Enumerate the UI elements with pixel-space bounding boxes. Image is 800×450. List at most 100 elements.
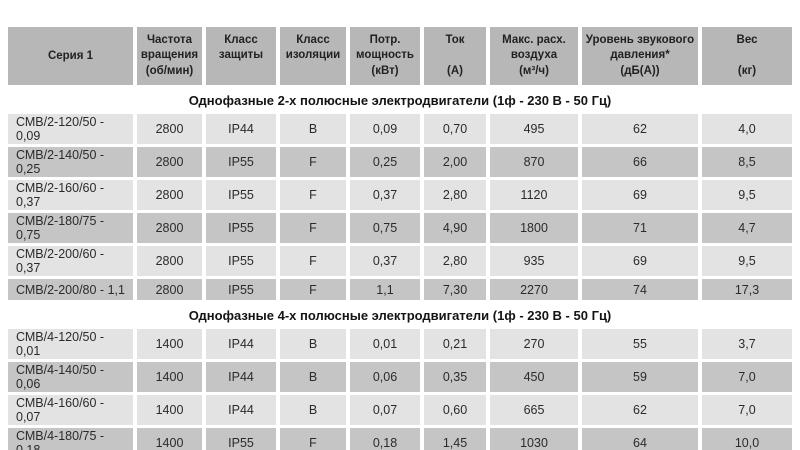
value-cell: 0,07	[350, 395, 420, 425]
column-unit: (А)	[447, 65, 463, 78]
value-cell: 62	[582, 395, 698, 425]
value-cell: 8,5	[702, 147, 792, 177]
table-row: СМВ/4-140/50 - 0,06 1400 IP44 B 0,06 0,35 450 5…	[8, 362, 792, 392]
value-cell: 69	[582, 180, 698, 210]
value-cell: 0,25	[350, 147, 420, 177]
value-cell: 1400	[137, 329, 202, 359]
value-cell: 17,3	[702, 279, 792, 300]
table-row: СМВ/2-140/50 - 0,25 2800 IP55 F 0,25 2,00 870 6…	[8, 147, 792, 177]
value-cell: F	[280, 246, 346, 276]
column-label: Потр. мощность	[356, 34, 414, 61]
table-row: СМВ/4-120/50 - 0,01 1400 IP44 B 0,01 0,21 270 5…	[8, 329, 792, 359]
model-cell: СМВ/4-180/75 - 0,18	[8, 428, 133, 450]
model-cell: СМВ/4-120/50 - 0,01	[8, 329, 133, 359]
value-cell: 4,7	[702, 213, 792, 243]
value-cell: 0,35	[424, 362, 486, 392]
value-cell: 1030	[490, 428, 578, 450]
value-cell: 0,37	[350, 180, 420, 210]
value-cell: 2800	[137, 246, 202, 276]
value-cell: 59	[582, 362, 698, 392]
value-cell: F	[280, 213, 346, 243]
value-cell: 10,0	[702, 428, 792, 450]
value-cell: 3,7	[702, 329, 792, 359]
value-cell: IP55	[206, 213, 276, 243]
value-cell: B	[280, 114, 346, 144]
value-cell: 450	[490, 362, 578, 392]
value-cell: 935	[490, 246, 578, 276]
value-cell: 2800	[137, 180, 202, 210]
value-cell: B	[280, 362, 346, 392]
table-row: СМВ/2-200/80 - 1,1 2800 IP55 F 1,1 7,30 2270 74…	[8, 279, 792, 300]
column-unit: (кВт)	[371, 65, 399, 78]
column-header: Уровень звукового давления* (дБ(А))	[582, 27, 698, 85]
model-cell: СМВ/4-160/60 - 0,07	[8, 395, 133, 425]
model-cell: СМВ/2-200/60 - 0,37	[8, 246, 133, 276]
value-cell: F	[280, 147, 346, 177]
table-row: СМВ/4-160/60 - 0,07 1400 IP44 B 0,07 0,60 665 6…	[8, 395, 792, 425]
value-cell: 1400	[137, 428, 202, 450]
value-cell: IP44	[206, 114, 276, 144]
value-cell: 74	[582, 279, 698, 300]
value-cell: F	[280, 428, 346, 450]
section-title-row: Однофазные 4-х полюсные электродвигатели…	[8, 303, 792, 326]
section-title: Однофазные 4-х полюсные электродвигатели…	[8, 303, 792, 326]
column-header: Класс изоляции	[280, 27, 346, 85]
value-cell: 7,0	[702, 362, 792, 392]
motor-spec-table: Серия 1 Частота вращения (об/мин) Класс защ…	[4, 24, 796, 450]
model-cell: СМВ/2-160/60 - 0,37	[8, 180, 133, 210]
value-cell: 2,80	[424, 180, 486, 210]
table-row: СМВ/2-120/50 - 0,09 2800 IP44 B 0,09 0,70 495 6…	[8, 114, 792, 144]
column-label: Серия 1	[47, 49, 94, 62]
value-cell: B	[280, 329, 346, 359]
value-cell: 0,09	[350, 114, 420, 144]
value-cell: 0,60	[424, 395, 486, 425]
column-header: Вес (кг)	[702, 27, 792, 85]
value-cell: IP55	[206, 279, 276, 300]
value-cell: 1120	[490, 180, 578, 210]
table-row: СМВ/4-180/75 - 0,18 1400 IP55 F 0,18 1,45 1030…	[8, 428, 792, 450]
table-header: Серия 1 Частота вращения (об/мин) Класс защ…	[8, 27, 792, 85]
value-cell: IP55	[206, 246, 276, 276]
value-cell: 2,80	[424, 246, 486, 276]
column-unit: (кг)	[737, 65, 757, 78]
value-cell: 870	[490, 147, 578, 177]
model-cell: СМВ/2-180/75 - 0,75	[8, 213, 133, 243]
value-cell: 1400	[137, 395, 202, 425]
motor-spec-page: Серия 1 Частота вращения (об/мин) Класс защ…	[0, 24, 800, 450]
value-cell: 9,5	[702, 180, 792, 210]
value-cell: 55	[582, 329, 698, 359]
value-cell: 2,00	[424, 147, 486, 177]
value-cell: 1800	[490, 213, 578, 243]
column-header: Макс. расх. воздуха (м³/ч)	[490, 27, 578, 85]
value-cell: 1400	[137, 362, 202, 392]
table-section: Однофазные 4-х полюсные электродвигатели…	[8, 303, 792, 450]
value-cell: 7,30	[424, 279, 486, 300]
value-cell: F	[280, 180, 346, 210]
table-row: СМВ/2-160/60 - 0,37 2800 IP55 F 0,37 2,80 1120…	[8, 180, 792, 210]
column-unit: (м³/ч)	[519, 65, 549, 78]
value-cell: 64	[582, 428, 698, 450]
value-cell: 0,06	[350, 362, 420, 392]
value-cell: 4,90	[424, 213, 486, 243]
value-cell: 0,18	[350, 428, 420, 450]
value-cell: 0,75	[350, 213, 420, 243]
section-title-row: Однофазные 2-х полюсные электродвигатели…	[8, 88, 792, 111]
value-cell: 2270	[490, 279, 578, 300]
column-label: Макс. расх. воздуха	[502, 34, 566, 61]
value-cell: IP44	[206, 329, 276, 359]
value-cell: 270	[490, 329, 578, 359]
value-cell: 4,0	[702, 114, 792, 144]
value-cell: 0,37	[350, 246, 420, 276]
column-label: Класс изоляции	[285, 34, 341, 61]
column-header: Класс защиты	[206, 27, 276, 85]
value-cell: 7,0	[702, 395, 792, 425]
model-cell: СМВ/4-140/50 - 0,06	[8, 362, 133, 392]
column-header: Потр. мощность (кВт)	[350, 27, 420, 85]
model-cell: СМВ/2-200/80 - 1,1	[8, 279, 133, 300]
table-row: СМВ/2-180/75 - 0,75 2800 IP55 F 0,75 4,90 1800…	[8, 213, 792, 243]
value-cell: 0,21	[424, 329, 486, 359]
value-cell: 2800	[137, 147, 202, 177]
value-cell: 1,1	[350, 279, 420, 300]
table-row: СМВ/2-200/60 - 0,37 2800 IP55 F 0,37 2,80 935 6…	[8, 246, 792, 276]
value-cell: IP55	[206, 428, 276, 450]
